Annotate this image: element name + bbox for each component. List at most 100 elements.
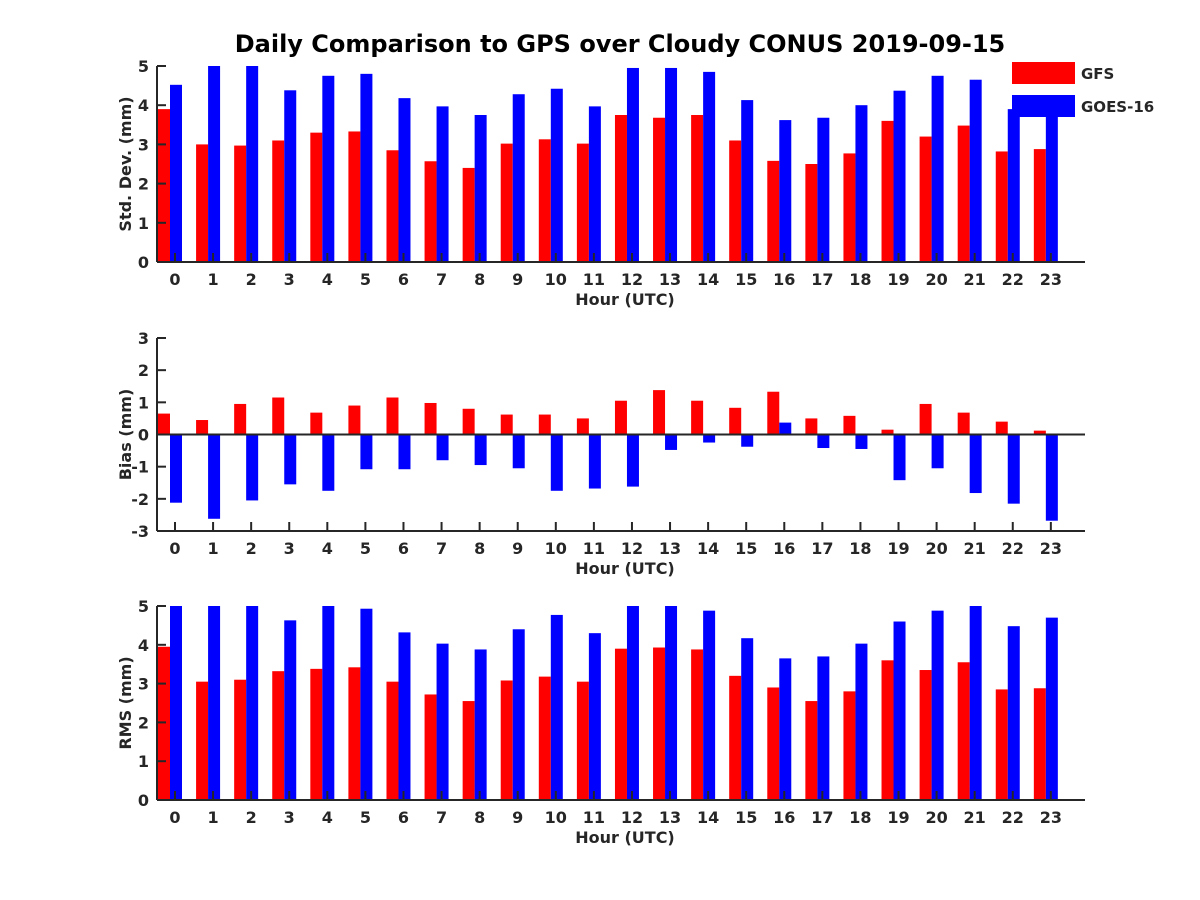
y-tick-label: 5 xyxy=(138,597,149,616)
bar-gfs-hour-0 xyxy=(158,109,170,263)
bar-goes-16-hour-21 xyxy=(969,606,982,800)
bar-goes-16-hour-17 xyxy=(817,434,830,449)
legend-swatch-goes-16 xyxy=(1012,95,1075,117)
y-tick-label: -1 xyxy=(131,458,149,477)
bar-gfs-hour-22 xyxy=(995,421,1008,435)
bar-goes-16-hour-13 xyxy=(665,67,678,263)
bar-gfs-hour-12 xyxy=(614,400,627,435)
bar-goes-16-hour-13 xyxy=(665,606,678,800)
bar-gfs-hour-15 xyxy=(729,140,742,262)
y-tick-label: -3 xyxy=(131,522,149,541)
y-tick-label: 2 xyxy=(138,361,149,380)
bar-gfs-hour-1 xyxy=(196,420,209,435)
x-tick-label: 11 xyxy=(583,539,605,558)
bar-goes-16-hour-3 xyxy=(284,90,297,262)
bar-goes-16-hour-6 xyxy=(398,434,411,470)
bar-goes-16-hour-14 xyxy=(703,71,716,262)
y-axis-label: RMS (mm) xyxy=(116,656,135,749)
bar-gfs-hour-15 xyxy=(729,675,742,800)
bar-goes-16-hour-19 xyxy=(893,90,906,262)
bar-gfs-hour-17 xyxy=(805,701,818,800)
y-tick-label: 3 xyxy=(138,329,149,348)
bar-goes-16-hour-20 xyxy=(931,434,944,469)
x-axis-label: Hour (UTC) xyxy=(575,828,675,847)
bar-goes-16-hour-1 xyxy=(208,606,221,800)
bar-gfs-hour-6 xyxy=(386,150,399,262)
bar-goes-16-hour-0 xyxy=(170,606,182,800)
chart-title: Daily Comparison to GPS over Cloudy CONU… xyxy=(234,30,1006,58)
x-tick-label: 17 xyxy=(811,270,833,289)
x-tick-label: 14 xyxy=(697,270,719,289)
bar-goes-16-hour-16 xyxy=(779,658,792,800)
bar-goes-16-hour-23 xyxy=(1045,105,1058,262)
y-tick-label: 1 xyxy=(138,393,149,412)
bar-goes-16-hour-3 xyxy=(284,620,297,800)
x-tick-label: 10 xyxy=(545,808,567,827)
bar-goes-16-hour-11 xyxy=(588,434,601,489)
legend-label-gfs: GFS xyxy=(1081,65,1114,83)
x-tick-label: 2 xyxy=(246,808,257,827)
x-tick-label: 17 xyxy=(811,539,833,558)
bar-gfs-hour-2 xyxy=(234,403,247,435)
bar-gfs-hour-9 xyxy=(500,143,513,262)
x-tick-label: 1 xyxy=(208,270,219,289)
bar-goes-16-hour-22 xyxy=(1007,109,1020,263)
bar-goes-16-hour-5 xyxy=(360,608,373,800)
bar-gfs-hour-7 xyxy=(424,161,437,262)
y-tick-label: 4 xyxy=(138,636,149,655)
bar-gfs-hour-18 xyxy=(843,153,856,262)
x-tick-label: 12 xyxy=(621,808,643,827)
y-tick-label: 3 xyxy=(138,675,149,694)
bar-goes-16-hour-21 xyxy=(969,79,982,262)
bar-goes-16-hour-15 xyxy=(741,638,754,800)
y-tick-label: 1 xyxy=(138,214,149,233)
x-tick-label: 8 xyxy=(474,270,485,289)
bar-goes-16-hour-2 xyxy=(246,66,259,262)
bar-gfs-hour-20 xyxy=(919,670,932,800)
bar-goes-16-hour-19 xyxy=(893,434,906,481)
x-tick-label: 20 xyxy=(925,539,947,558)
bar-goes-16-hour-2 xyxy=(246,434,259,501)
legend-label-goes-16: GOES-16 xyxy=(1081,98,1154,116)
bar-goes-16-hour-0 xyxy=(170,84,182,262)
x-tick-label: 13 xyxy=(659,270,681,289)
bar-goes-16-hour-11 xyxy=(588,106,601,262)
bar-goes-16-hour-18 xyxy=(855,105,868,262)
bar-gfs-hour-3 xyxy=(272,140,285,262)
x-tick-label: 4 xyxy=(322,270,333,289)
x-tick-label: 20 xyxy=(925,270,947,289)
bar-gfs-hour-15 xyxy=(729,407,742,435)
x-tick-label: 6 xyxy=(398,808,409,827)
bar-gfs-hour-22 xyxy=(995,689,1008,800)
x-tick-label: 9 xyxy=(512,808,523,827)
bar-gfs-hour-12 xyxy=(614,115,627,262)
x-tick-label: 4 xyxy=(322,539,333,558)
x-tick-label: 23 xyxy=(1040,270,1062,289)
bar-goes-16-hour-9 xyxy=(512,629,525,800)
y-tick-label: 0 xyxy=(138,426,149,445)
bar-goes-16-hour-9 xyxy=(512,94,525,262)
x-axis-label: Hour (UTC) xyxy=(575,559,675,578)
x-tick-label: 15 xyxy=(735,539,757,558)
bar-goes-16-hour-14 xyxy=(703,434,716,443)
bar-goes-16-hour-5 xyxy=(360,434,373,470)
bar-gfs-hour-5 xyxy=(348,667,361,800)
bar-goes-16-hour-6 xyxy=(398,632,411,800)
bar-goes-16-hour-4 xyxy=(322,434,335,491)
bar-goes-16-hour-8 xyxy=(474,115,487,262)
x-tick-label: 10 xyxy=(545,270,567,289)
x-tick-label: 18 xyxy=(849,270,871,289)
bar-gfs-hour-19 xyxy=(881,429,894,435)
bar-gfs-hour-13 xyxy=(653,117,666,262)
bar-gfs-hour-14 xyxy=(691,400,704,435)
x-tick-label: 3 xyxy=(284,539,295,558)
bar-goes-16-hour-18 xyxy=(855,643,868,800)
bar-gfs-hour-16 xyxy=(767,391,780,435)
bar-goes-16-hour-18 xyxy=(855,434,868,449)
x-tick-label: 21 xyxy=(964,539,986,558)
x-tick-label: 22 xyxy=(1002,808,1024,827)
x-tick-label: 7 xyxy=(436,270,447,289)
y-tick-label: 5 xyxy=(138,57,149,76)
x-tick-label: 5 xyxy=(360,539,371,558)
